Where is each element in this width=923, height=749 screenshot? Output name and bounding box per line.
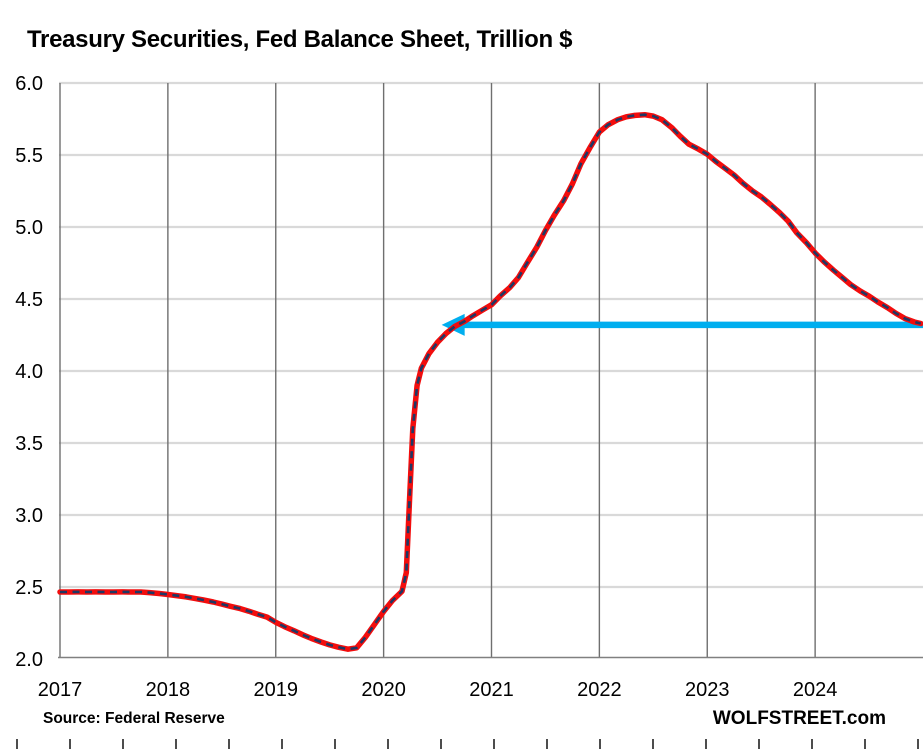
series-line-red — [57, 111, 923, 652]
svg-text:2.5: 2.5 — [15, 577, 43, 599]
svg-text:3.5: 3.5 — [15, 433, 43, 455]
svg-text:2021: 2021 — [469, 679, 514, 701]
svg-text:2019: 2019 — [254, 679, 299, 701]
svg-text:5.0: 5.0 — [15, 217, 43, 239]
svg-text:4.0: 4.0 — [15, 361, 43, 383]
svg-text:2017: 2017 — [38, 679, 83, 701]
source-label: Source: Federal Reserve — [43, 710, 225, 727]
svg-text:2018: 2018 — [146, 679, 191, 701]
chart-title: Treasury Securities, Fed Balance Sheet, … — [27, 26, 573, 53]
svg-text:2023: 2023 — [685, 679, 730, 701]
x-axis-tick-labels: 2017 2018 2019 2020 2021 2022 2023 2024 — [38, 679, 838, 701]
svg-text:2020: 2020 — [361, 679, 406, 701]
vertical-gridlines — [59, 83, 816, 658]
svg-text:5.5: 5.5 — [15, 145, 43, 167]
series-line-navy-dashed — [60, 113, 922, 651]
svg-text:4.5: 4.5 — [15, 289, 43, 311]
left-arrow-annotation — [441, 313, 923, 336]
svg-text:6.0: 6.0 — [15, 73, 43, 95]
brand-label: WOLFSTREET.com — [712, 708, 886, 729]
svg-text:2022: 2022 — [577, 679, 622, 701]
svg-text:2.0: 2.0 — [15, 649, 43, 671]
y-axis-tick-labels: 6.0 5.5 5.0 4.5 4.0 3.5 3.0 2.5 2.0 — [15, 73, 43, 671]
svg-text:2024: 2024 — [793, 679, 838, 701]
svg-text:3.0: 3.0 — [15, 505, 43, 527]
bottom-tick-row — [16, 739, 919, 749]
